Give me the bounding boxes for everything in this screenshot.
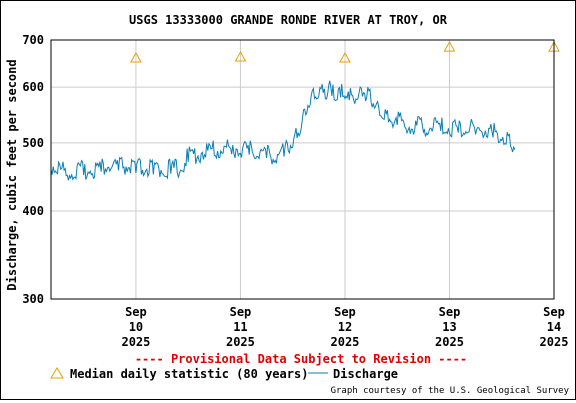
- x-tick-label: 13: [442, 320, 456, 334]
- x-tick-label: 14: [547, 320, 561, 334]
- credit-text: Graph courtesy of the U.S. Geological Su…: [331, 386, 570, 396]
- x-tick-label: Sep: [230, 305, 252, 319]
- x-tick-label: Sep: [125, 305, 147, 319]
- x-tick-label: 2025: [331, 335, 360, 349]
- x-tick-label: 12: [338, 320, 352, 334]
- discharge-series-line: [50, 80, 516, 181]
- x-tick-labels: Sep102025Sep112025Sep122025Sep132025Sep1…: [121, 305, 568, 349]
- median-triangle-marker: [339, 51, 351, 63]
- provisional-notice: ---- Provisional Data Subject to Revisio…: [135, 352, 467, 366]
- chart-title: USGS 13333000 GRANDE RONDE RIVER AT TROY…: [129, 13, 448, 27]
- series-layer: [50, 80, 516, 181]
- legend-discharge-label: Discharge: [333, 367, 398, 381]
- x-tick-label: 2025: [121, 335, 150, 349]
- x-tick-label: 10: [129, 320, 143, 334]
- x-tick-label: 2025: [226, 335, 255, 349]
- legend-median-label: Median daily statistic (80 years): [70, 367, 308, 381]
- x-tick-label: 2025: [435, 335, 464, 349]
- x-tick-label: Sep: [439, 305, 461, 319]
- y-tick-label: 400: [22, 204, 44, 218]
- x-tick-label: Sep: [334, 305, 356, 319]
- median-triangle-marker: [130, 51, 142, 63]
- y-tick-label: 300: [22, 292, 44, 306]
- x-tick-label: Sep: [543, 305, 565, 319]
- y-tick-label: 700: [22, 33, 44, 47]
- plot-border: [50, 39, 555, 300]
- legend-median-triangle-icon: [50, 367, 64, 379]
- y-tick-label: 500: [22, 136, 44, 150]
- median-triangle-marker: [443, 41, 456, 52]
- x-tick-label: 2025: [540, 335, 569, 349]
- y-axis-label: Discharge, cubic feet per second: [5, 59, 19, 290]
- legend: Median daily statistic (80 years) Discha…: [50, 367, 398, 381]
- y-tick-labels: 300 400 500 600 700: [22, 33, 44, 306]
- x-tick-label: 11: [233, 320, 247, 334]
- median-triangle-marker: [234, 51, 247, 62]
- y-tick-label: 600: [22, 80, 44, 94]
